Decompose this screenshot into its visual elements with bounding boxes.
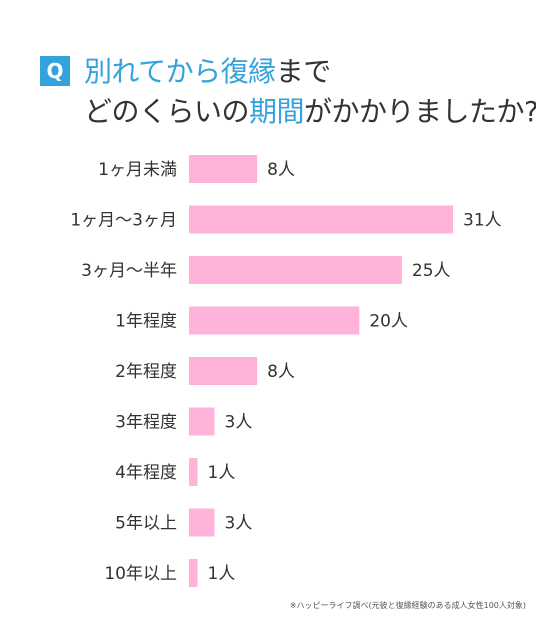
- value-label: 8人: [267, 362, 295, 382]
- bar: [189, 357, 258, 385]
- bar: [189, 458, 198, 486]
- bar: [189, 205, 453, 234]
- chart-title-line2: どのくらいの期間がかかりましたか?: [84, 90, 536, 130]
- value-label: 3人: [225, 514, 253, 534]
- title-highlight-2: 復縁: [220, 55, 277, 88]
- title-text-2: どのくらいの: [84, 95, 250, 128]
- value-label: 8人: [267, 160, 295, 180]
- source-footnote: ※ハッピーライフ調べ(元彼と復縁経験のある成人女性100人対象): [289, 601, 526, 610]
- chart-title-line1: 別れてから復縁まで: [84, 50, 331, 90]
- category-label: 1ヶ月〜3ヶ月: [70, 211, 177, 231]
- title-highlight-3: 期間: [249, 95, 305, 128]
- value-label: 1人: [208, 564, 236, 584]
- category-label: 5年以上: [115, 514, 177, 534]
- bar: [189, 508, 215, 537]
- bar: [189, 256, 402, 284]
- bar: [189, 306, 360, 335]
- category-label: 1ヶ月未満: [98, 160, 177, 180]
- title-text-3: がかかりましたか?: [304, 95, 536, 128]
- category-label: 3ヶ月〜半年: [81, 261, 177, 281]
- bar: [189, 155, 258, 183]
- value-label: 3人: [225, 413, 253, 433]
- title-text-1: まで: [275, 55, 332, 88]
- value-label: 31人: [463, 211, 502, 231]
- title-highlight-1: 別れてから: [84, 55, 221, 88]
- bar: [189, 407, 215, 436]
- category-label: 4年程度: [115, 463, 177, 483]
- bar: [189, 559, 198, 587]
- value-label: 25人: [412, 261, 451, 281]
- category-label: 2年程度: [115, 362, 177, 382]
- value-label: 20人: [369, 312, 408, 332]
- category-label: 3年程度: [115, 413, 177, 433]
- question-badge: Q: [40, 56, 70, 86]
- category-label: 1年程度: [115, 312, 177, 332]
- value-label: 1人: [208, 463, 236, 483]
- category-label: 10年以上: [104, 564, 177, 584]
